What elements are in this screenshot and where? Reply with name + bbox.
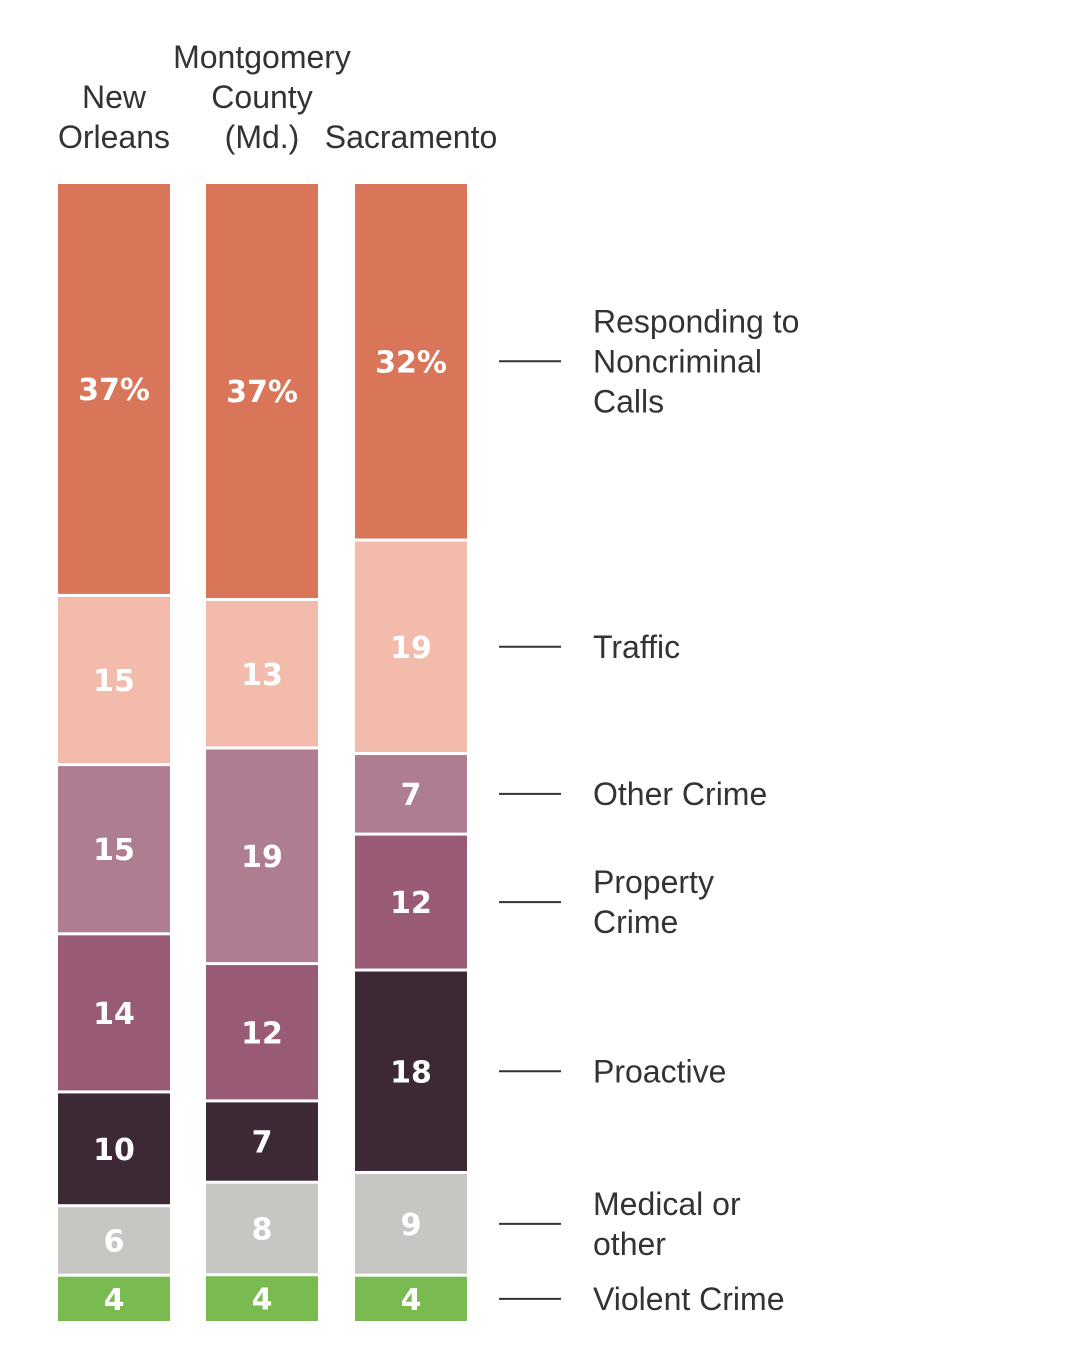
data-label-new-orleans-traffic: 15 [93, 664, 135, 699]
data-label-montgomery-county-md-proactive: 7 [252, 1126, 273, 1161]
data-label-montgomery-county-md-medical-or-other: 8 [252, 1212, 273, 1247]
column-header-montgomery-county-md: Montgomery County (Md.) [173, 39, 351, 155]
bar-segment-sacramento-responding-to-noncriminal-calls [355, 184, 467, 539]
data-label-sacramento-proactive: 18 [390, 1055, 432, 1090]
legend-item-proactive: Proactive [499, 1053, 726, 1089]
legend-label-property-crime: Property Crime [593, 864, 714, 940]
data-label-new-orleans-other-crime: 15 [93, 833, 135, 868]
bar-segment-montgomery-county-md-traffic [206, 601, 318, 747]
legend-item-responding-to-noncriminal-calls: Responding to Noncriminal Calls [499, 303, 799, 419]
bar-segment-new-orleans-other-crime [58, 766, 170, 933]
legend-item-other-crime: Other Crime [499, 776, 767, 812]
bar-column-new-orleans: 37% 15 15 14 10 6 4 [58, 184, 170, 1321]
bar-segment-montgomery-county-md-other-crime [206, 749, 318, 963]
bar-segment-montgomery-county-md-responding-to-noncriminal-calls [206, 184, 318, 599]
data-label-new-orleans-property-crime: 14 [93, 997, 135, 1032]
legend-label-medical-or-other: Medical or other [593, 1186, 741, 1262]
bar-column-sacramento: 32% 19 7 12 18 9 4 [355, 184, 467, 1321]
bar-columns: 37% 15 15 14 10 6 4 37% 13 19 12 7 8 4 32% 19 7 12 18 9 4 [58, 184, 467, 1321]
bar-segment-new-orleans-violent-crime [58, 1276, 170, 1321]
legend: Responding to Noncriminal Calls Traffic Othe… [499, 303, 799, 1317]
column-header-sacramento: Sacramento [325, 119, 498, 155]
legend-label-responding-to-noncriminal-calls: Responding to Noncriminal Calls [593, 303, 799, 419]
bar-segment-montgomery-county-md-medical-or-other [206, 1183, 318, 1274]
data-label-new-orleans-responding-to-noncriminal-calls: 37% [78, 373, 150, 408]
legend-label-traffic: Traffic [593, 629, 680, 665]
bar-segment-new-orleans-proactive [58, 1093, 170, 1205]
legend-label-other-crime: Other Crime [593, 776, 767, 812]
bar-segment-new-orleans-property-crime [58, 935, 170, 1091]
bar-segment-new-orleans-responding-to-noncriminal-calls [58, 184, 170, 594]
bar-segment-sacramento-proactive [355, 971, 467, 1171]
data-label-sacramento-violent-crime: 4 [401, 1283, 422, 1318]
legend-label-proactive: Proactive [593, 1053, 726, 1089]
data-label-new-orleans-violent-crime: 4 [104, 1283, 125, 1318]
bar-segment-new-orleans-traffic [58, 596, 170, 764]
bar-segment-montgomery-county-md-violent-crime [206, 1276, 318, 1321]
bar-segment-new-orleans-medical-or-other [58, 1207, 170, 1274]
bar-segment-montgomery-county-md-proactive [206, 1102, 318, 1181]
data-label-montgomery-county-md-property-crime: 12 [241, 1016, 283, 1051]
data-label-new-orleans-medical-or-other: 6 [104, 1224, 125, 1259]
bar-segment-sacramento-other-crime [355, 755, 467, 833]
data-label-montgomery-county-md-traffic: 13 [241, 658, 283, 693]
legend-label-violent-crime: Violent Crime [593, 1281, 784, 1317]
legend-item-property-crime: Property Crime [499, 864, 714, 940]
data-label-sacramento-traffic: 19 [390, 631, 432, 666]
bar-column-montgomery-county-md: 37% 13 19 12 7 8 4 [206, 184, 318, 1321]
data-label-montgomery-county-md-other-crime: 19 [241, 840, 283, 875]
legend-item-traffic: Traffic [499, 629, 680, 665]
legend-item-medical-or-other: Medical or other [499, 1186, 741, 1262]
bar-segment-sacramento-medical-or-other [355, 1173, 467, 1274]
data-label-new-orleans-proactive: 10 [93, 1133, 135, 1168]
legend-item-violent-crime: Violent Crime [499, 1281, 784, 1317]
bar-segment-sacramento-traffic [355, 541, 467, 753]
bar-segment-sacramento-property-crime [355, 835, 467, 969]
data-label-sacramento-property-crime: 12 [390, 886, 432, 921]
bar-segment-montgomery-county-md-property-crime [206, 965, 318, 1100]
data-label-sacramento-medical-or-other: 9 [401, 1208, 422, 1243]
data-label-montgomery-county-md-responding-to-noncriminal-calls: 37% [226, 375, 298, 410]
data-label-sacramento-responding-to-noncriminal-calls: 32% [375, 345, 447, 380]
data-label-sacramento-other-crime: 7 [401, 778, 422, 813]
bar-segment-sacramento-violent-crime [355, 1276, 467, 1321]
column-header-new-orleans: New Orleans [58, 79, 170, 155]
data-label-montgomery-county-md-violent-crime: 4 [252, 1283, 273, 1318]
